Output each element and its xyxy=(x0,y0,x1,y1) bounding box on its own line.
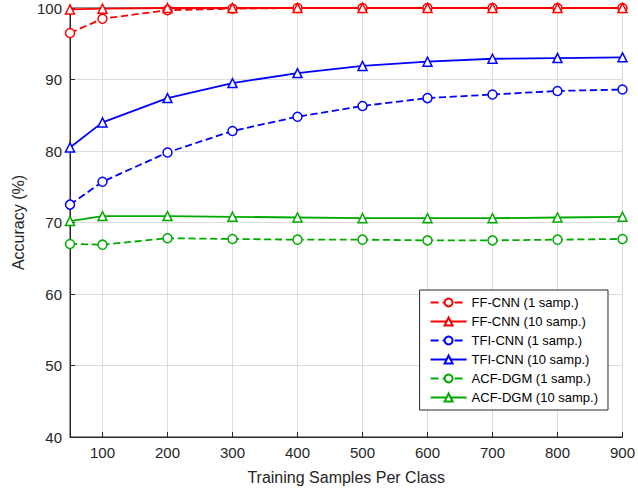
svg-text:600: 600 xyxy=(415,444,440,461)
svg-text:900: 900 xyxy=(610,444,635,461)
svg-text:FF-CNN (1 samp.): FF-CNN (1 samp.) xyxy=(472,295,579,310)
svg-text:300: 300 xyxy=(220,444,245,461)
svg-text:Training Samples Per Class: Training Samples Per Class xyxy=(247,469,445,486)
svg-text:700: 700 xyxy=(480,444,505,461)
svg-text:500: 500 xyxy=(350,444,375,461)
svg-text:80: 80 xyxy=(45,143,62,160)
svg-text:TFI-CNN (10 samp.): TFI-CNN (10 samp.) xyxy=(472,352,590,367)
svg-text:ACF-DGM (10 samp.): ACF-DGM (10 samp.) xyxy=(472,390,598,405)
svg-text:200: 200 xyxy=(155,444,180,461)
svg-text:90: 90 xyxy=(45,71,62,88)
svg-text:800: 800 xyxy=(545,444,570,461)
svg-text:60: 60 xyxy=(45,286,62,303)
svg-text:40: 40 xyxy=(45,429,62,446)
svg-text:FF-CNN (10 samp.): FF-CNN (10 samp.) xyxy=(472,314,586,329)
svg-text:400: 400 xyxy=(285,444,310,461)
svg-text:70: 70 xyxy=(45,214,62,231)
svg-text:50: 50 xyxy=(45,357,62,374)
svg-text:TFI-CNN (1 samp.): TFI-CNN (1 samp.) xyxy=(472,333,583,348)
svg-text:100: 100 xyxy=(37,0,62,17)
svg-text:ACF-DGM (1 samp.): ACF-DGM (1 samp.) xyxy=(472,371,591,386)
svg-text:100: 100 xyxy=(90,444,115,461)
svg-text:Accuracy (%): Accuracy (%) xyxy=(10,175,27,270)
